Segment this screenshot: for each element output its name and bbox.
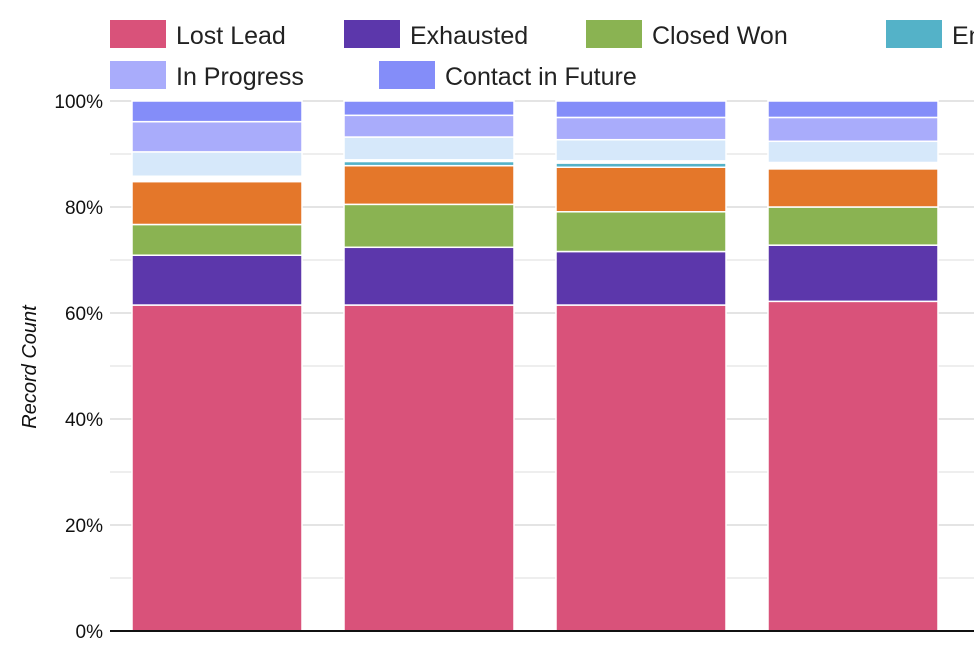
legend-swatch [379, 61, 435, 89]
bar-segment [767, 100, 939, 119]
legend-item: Lost Lead [110, 20, 286, 50]
bar-segment [555, 100, 727, 119]
y-tick-label: 60% [65, 304, 103, 325]
y-tick-label: 80% [65, 198, 103, 219]
legend-item: En [886, 20, 974, 50]
bar-segment [767, 168, 939, 208]
bar-segment [555, 116, 727, 141]
legend-label: Closed Won [652, 22, 788, 50]
y-tick-label: 0% [76, 622, 104, 643]
bar-stack [555, 100, 727, 632]
bar-segment [767, 300, 939, 632]
bar-segment [131, 151, 303, 178]
legend-swatch [886, 20, 942, 48]
y-axis-title: Record Count [19, 304, 41, 429]
bar-stack [131, 100, 303, 632]
bar-segment [343, 246, 515, 306]
bar-segment [767, 116, 939, 143]
legend-swatch [586, 20, 642, 48]
legend-swatch [110, 20, 166, 48]
legend-label: Exhausted [410, 22, 528, 50]
bar-stack [767, 100, 939, 632]
bar-segment [555, 138, 727, 162]
y-axis-ticks: 0% 20% 40% 60% 80% 100% [54, 92, 103, 643]
bar-segment [343, 164, 515, 206]
bar-segment [131, 100, 303, 123]
bar-segment [131, 120, 303, 153]
bar-segment [343, 203, 515, 249]
bar-segment [343, 136, 515, 161]
bar-segment [131, 254, 303, 306]
bar-stacks [131, 100, 939, 632]
bar-segment [555, 304, 727, 632]
bar-segment [131, 223, 303, 256]
legend-label: Lost Lead [176, 22, 286, 50]
bar-stack [343, 100, 515, 632]
bar-segment [555, 250, 727, 306]
bar-segment [131, 180, 303, 226]
y-tick-label: 20% [65, 516, 103, 537]
legend-swatch [110, 61, 166, 89]
bar-segment [131, 304, 303, 632]
legend-label: En [952, 22, 974, 50]
y-tick-label: 40% [65, 410, 103, 431]
bar-segment [767, 244, 939, 303]
legend-item: Contact in Future [379, 61, 637, 91]
legend-item: Exhausted [344, 20, 528, 50]
bar-segment [343, 100, 515, 117]
legend-swatch [344, 20, 400, 48]
legend: Lost Lead Exhausted Closed Won En In Progres… [110, 20, 974, 91]
bar-segment [343, 114, 515, 138]
y-tick-label: 100% [54, 92, 103, 113]
legend-label: Contact in Future [445, 63, 637, 91]
legend-label: In Progress [176, 63, 304, 91]
bar-segment [555, 166, 727, 213]
bar-segment [343, 304, 515, 632]
bar-segment [767, 140, 939, 164]
bar-segment [767, 161, 939, 170]
bar-segment [767, 206, 939, 246]
legend-item: In Progress [110, 61, 304, 91]
legend-item: Closed Won [586, 20, 788, 50]
bar-segment [555, 211, 727, 253]
